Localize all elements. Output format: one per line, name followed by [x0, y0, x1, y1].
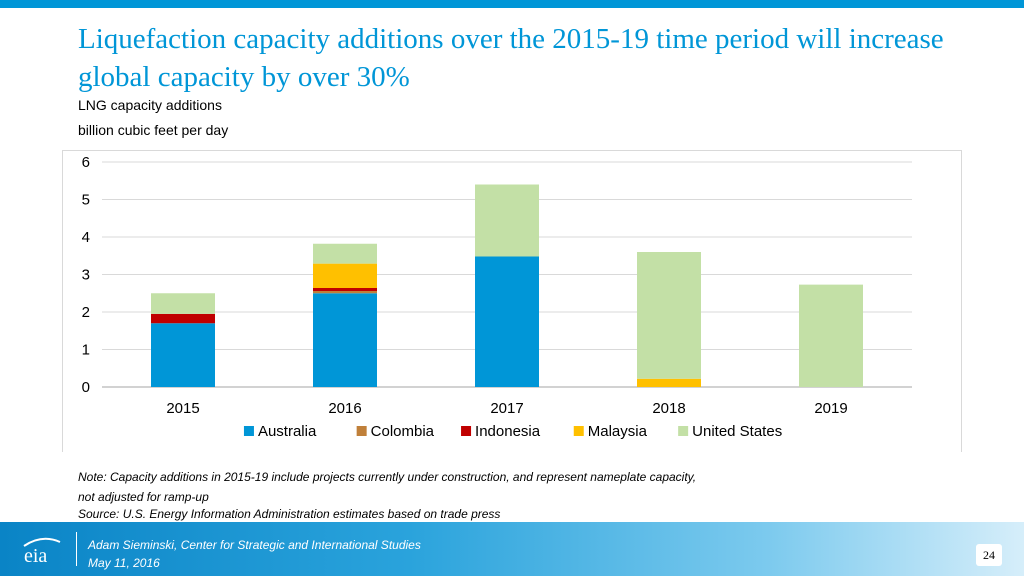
x-tick-label-2016: 2016	[328, 400, 361, 417]
x-tick-label-2015: 2015	[166, 400, 199, 417]
slide-title: Liquefaction capacity additions over the…	[78, 23, 944, 93]
footer-bar: eia Adam Sieminski, Center for Strategic…	[0, 522, 1024, 576]
legend-label-united-states: United States	[692, 423, 782, 440]
eia-logo-icon: eia	[23, 537, 61, 566]
bar-2019-united-states	[799, 284, 863, 387]
bar-2016-australia	[313, 293, 377, 387]
y-tick-label-6: 6	[82, 154, 90, 171]
chart-units: billion cubic feet per day	[78, 122, 229, 138]
top-accent-bar	[0, 0, 1024, 8]
legend-swatch-malaysia	[573, 426, 584, 436]
source-note: Source: U.S. Energy Information Administ…	[78, 507, 501, 521]
svg-text:eia: eia	[24, 545, 47, 566]
bar-2015-united-states	[151, 293, 215, 314]
legend-swatch-colombia	[356, 426, 367, 436]
bar-2015-indonesia	[151, 313, 215, 324]
y-tick-label-4: 4	[82, 229, 90, 246]
footer-divider	[76, 532, 77, 566]
footer-presenter: Adam Sieminski, Center for Strategic and…	[88, 538, 421, 552]
legend-label-malaysia: Malaysia	[588, 423, 648, 440]
bar-2016-colombia	[313, 291, 377, 294]
bar-2016-indonesia	[313, 288, 377, 291]
legend-swatch-united-states	[678, 426, 689, 436]
lng-capacity-chart: 0 1 2 3 4 5 6 2015 2016 2017 2018 2019 Australia Colo…	[82, 154, 912, 440]
bar-2017-united-states	[475, 184, 539, 257]
x-tick-label-2017: 2017	[490, 400, 523, 417]
y-tick-label-0: 0	[82, 379, 90, 396]
y-tick-label-2: 2	[82, 304, 90, 321]
footer-date: May 11, 2016	[88, 556, 160, 570]
x-tick-label-2019: 2019	[814, 400, 847, 417]
legend-swatch-australia	[243, 426, 254, 436]
y-tick-label-5: 5	[82, 192, 90, 209]
y-tick-label-3: 3	[82, 267, 90, 284]
bar-2017-australia	[475, 256, 539, 387]
y-tick-label-1: 1	[82, 342, 90, 359]
bar-2016-malaysia	[313, 263, 377, 288]
legend-label-indonesia: Indonesia	[475, 423, 541, 440]
note-line-2: not adjusted for ramp-up	[78, 490, 209, 504]
chart-frame	[62, 150, 962, 452]
note-line-1: Note: Capacity additions in 2015-19 incl…	[78, 470, 697, 484]
legend-label-australia: Australia	[258, 423, 317, 440]
page-number: 24	[976, 544, 1002, 566]
bar-2018-united-states	[637, 252, 701, 379]
bar-2015-australia	[151, 323, 215, 387]
bar-2018-malaysia	[637, 378, 701, 387]
chart-subtitle: LNG capacity additions	[78, 97, 222, 113]
x-tick-label-2018: 2018	[652, 400, 685, 417]
legend-swatch-indonesia	[461, 426, 472, 436]
bar-2016-united-states	[313, 243, 377, 264]
legend-label-colombia: Colombia	[371, 423, 435, 440]
